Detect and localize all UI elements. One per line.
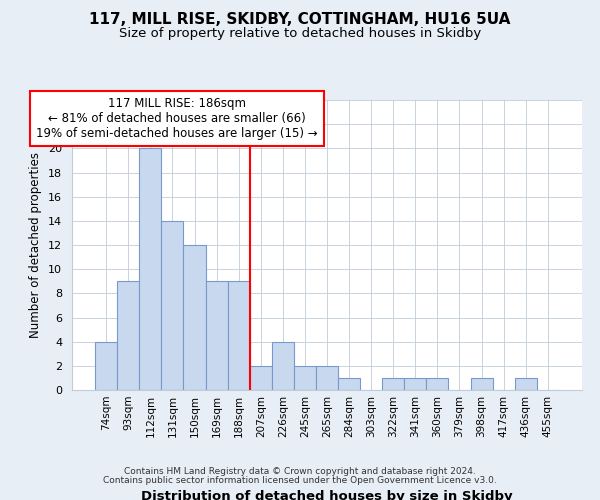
Bar [139,148,161,390]
Bar [227,281,250,390]
Bar [294,366,316,390]
Y-axis label: Number of detached properties: Number of detached properties [29,152,43,338]
X-axis label: Distribution of detached houses by size in Skidby: Distribution of detached houses by size … [141,490,513,500]
Bar [206,281,227,390]
Bar [272,342,294,390]
Text: Size of property relative to detached houses in Skidby: Size of property relative to detached ho… [119,28,481,40]
Bar [338,378,360,390]
Text: Contains public sector information licensed under the Open Government Licence v3: Contains public sector information licen… [103,476,497,485]
Bar [427,378,448,390]
Bar [184,245,206,390]
Text: Contains HM Land Registry data © Crown copyright and database right 2024.: Contains HM Land Registry data © Crown c… [124,467,476,476]
Bar [117,281,139,390]
Bar [250,366,272,390]
Bar [95,342,117,390]
Bar [515,378,537,390]
Text: 117, MILL RISE, SKIDBY, COTTINGHAM, HU16 5UA: 117, MILL RISE, SKIDBY, COTTINGHAM, HU16… [89,12,511,28]
Bar [161,221,184,390]
Bar [382,378,404,390]
Bar [470,378,493,390]
Text: 117 MILL RISE: 186sqm
← 81% of detached houses are smaller (66)
19% of semi-deta: 117 MILL RISE: 186sqm ← 81% of detached … [36,96,317,140]
Bar [404,378,427,390]
Bar [316,366,338,390]
